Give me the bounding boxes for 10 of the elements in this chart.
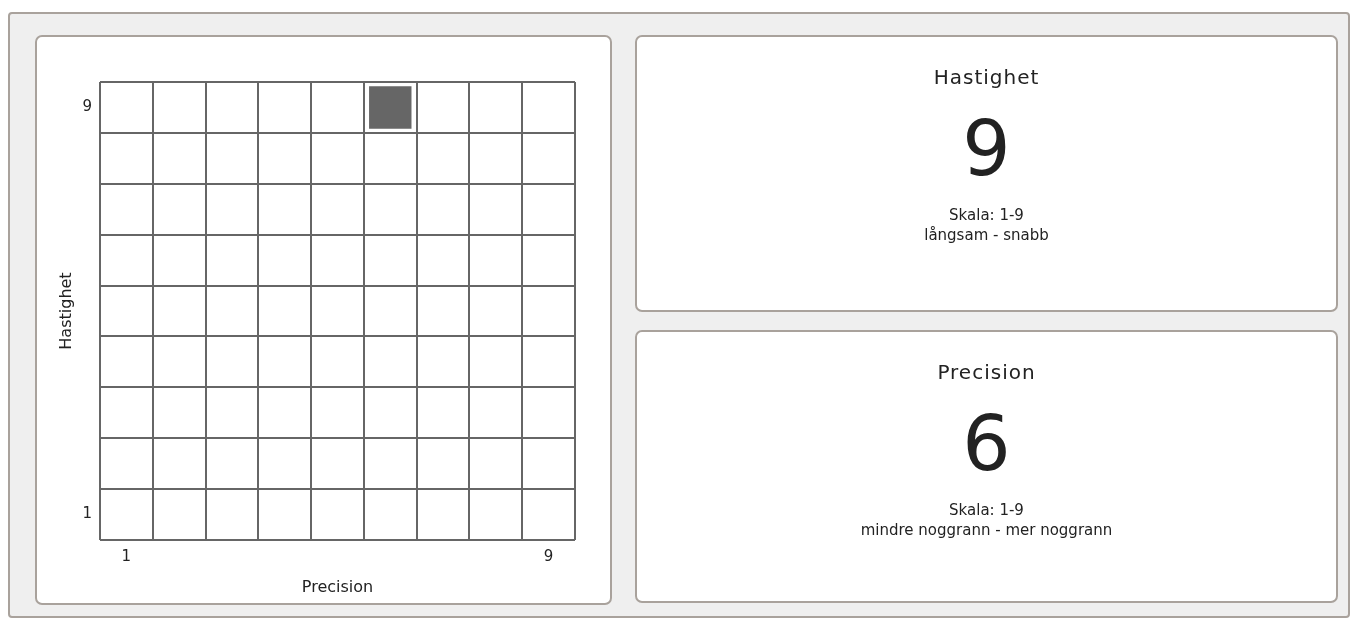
text: Hastighet [932,65,1041,89]
text: långsam - snabb [923,225,1050,245]
text: Skala: 1-9 [948,500,1025,520]
data-label: 9 [961,104,1012,193]
x-axis-title: Precision [301,576,374,596]
y-axis-title: Hastighet [55,272,75,350]
data-label: 6 [961,399,1012,488]
text: Precision [936,360,1037,384]
text: mindre noggrann - mer noggrann [859,520,1114,540]
text: Skala: 1-9 [948,205,1025,225]
